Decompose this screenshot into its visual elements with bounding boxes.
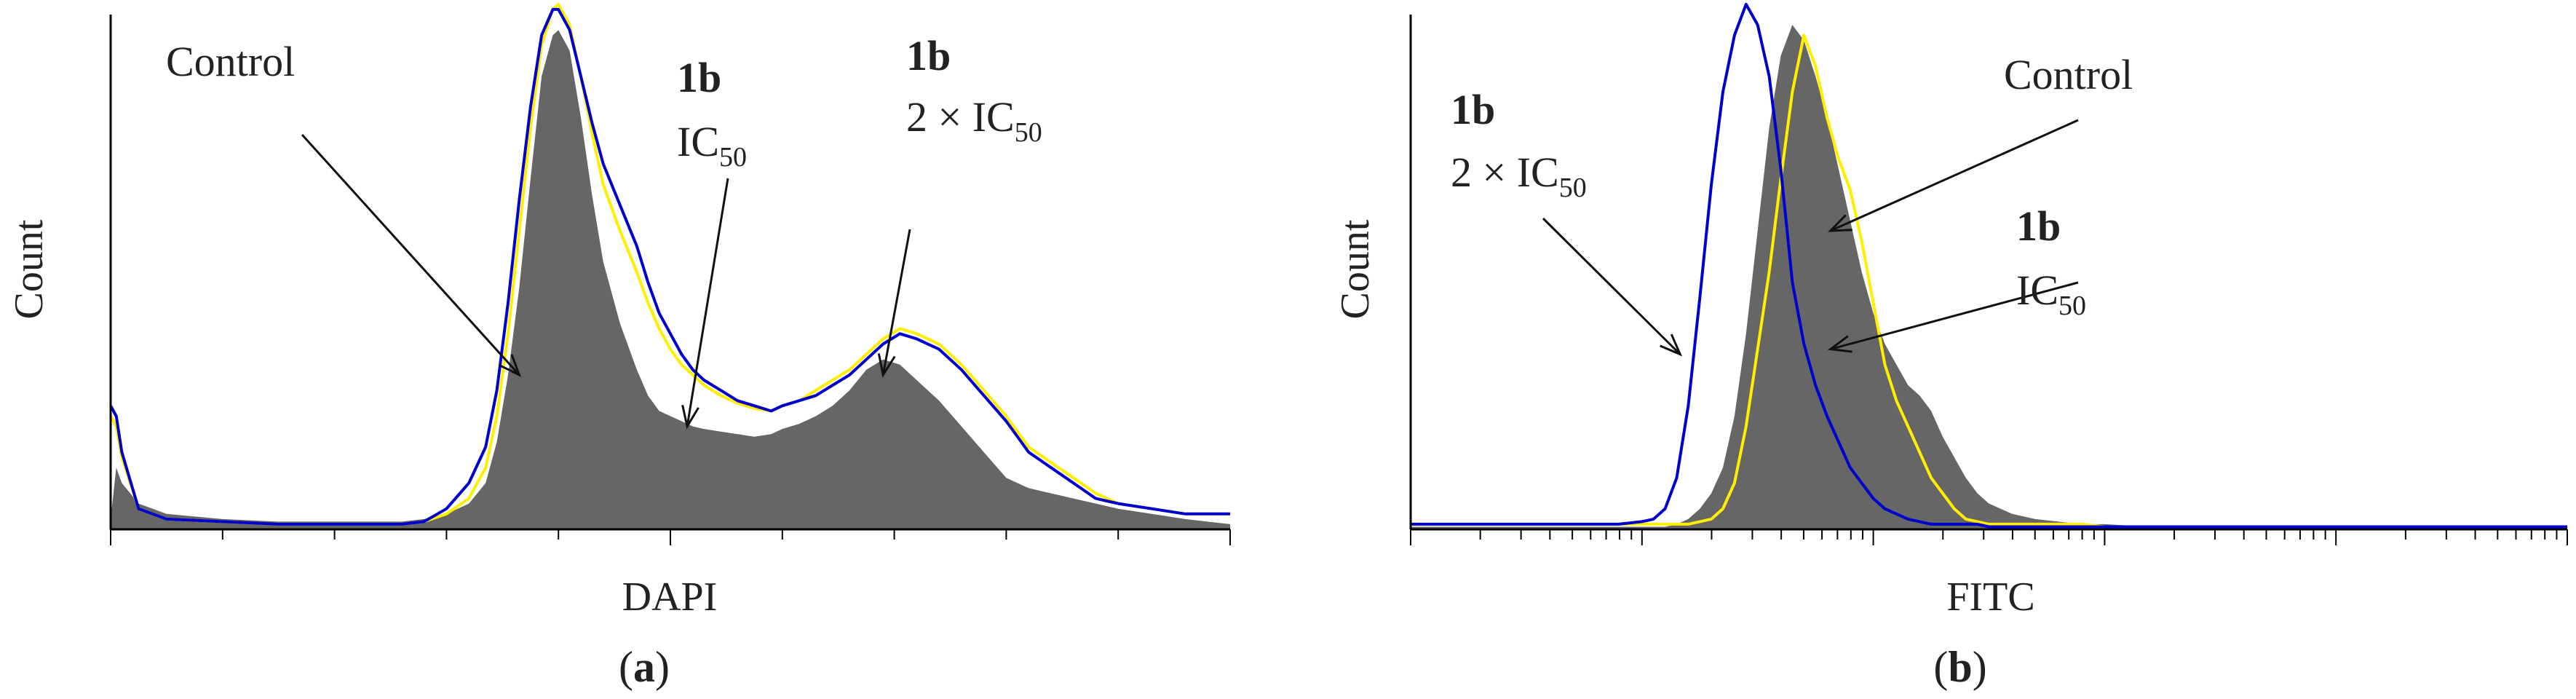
panel-b-annotation-ic50-text: IC bbox=[2016, 266, 2058, 314]
panel-b-ylabel: Count bbox=[1333, 219, 1378, 319]
panel-a-arrow-2-head bbox=[877, 353, 896, 378]
panel-b-annotation-2xic50-bold: 1b bbox=[1451, 86, 1495, 133]
panel-a-annotation-2xic50-sub: 50 bbox=[1015, 117, 1042, 148]
panel-a-series-0-area bbox=[111, 30, 1230, 529]
panel-a-xlabel: DAPI bbox=[622, 574, 718, 620]
panel-b-arrow-0-shaft bbox=[1542, 217, 1681, 355]
panel-a-ylabel: Count bbox=[7, 219, 52, 319]
panel-a-arrow-2-shaft bbox=[881, 229, 911, 376]
panel-b-label: (b) bbox=[1933, 643, 1986, 691]
panel-b-axes bbox=[1409, 15, 2567, 531]
panel-a-annotation-2xic50-text: 2 × IC bbox=[906, 93, 1015, 141]
panel-b-series-2-area bbox=[1411, 25, 2567, 530]
panel-a-annotation-ic50-bold: 1b bbox=[677, 54, 721, 101]
panel-b-series-group bbox=[1411, 2, 2567, 530]
panel-b-xlabel: FITC bbox=[1946, 574, 2034, 620]
panel-a-arrow-0-head bbox=[499, 354, 522, 377]
panel-b-annotation-control: Control bbox=[2004, 51, 2133, 98]
panel-a-annotation-ic50-text: IC bbox=[677, 118, 719, 165]
panel-a-arrows bbox=[301, 133, 911, 430]
panel-a-ticks bbox=[110, 529, 1231, 545]
panel-a-arrow-1-head bbox=[681, 404, 700, 430]
panel-b-series-1-line bbox=[1411, 2, 2567, 529]
panel-b-arrow-1-shaft bbox=[1830, 119, 2079, 232]
panel-a-arrow-1-shaft bbox=[686, 178, 729, 427]
panel-a: Count DAPI (a) Control 1b IC50 1b 2 × IC… bbox=[7, 2, 1231, 691]
panel-b-annotation-ic50-bold: 1b bbox=[2016, 202, 2061, 250]
panel-a-series-group bbox=[109, 2, 1230, 529]
panel-b-annotation-2xic50-sub: 50 bbox=[1559, 173, 1587, 203]
panel-b-annotation-2xic50-text: 2 × IC bbox=[1451, 149, 1559, 196]
panel-b-annotation-ic50-sub: 50 bbox=[2058, 291, 2086, 321]
panel-b-arrow-1-head bbox=[1828, 214, 1852, 232]
panel-b-ticks bbox=[1410, 529, 2568, 545]
panel-b-label-letter: b bbox=[1948, 643, 1972, 691]
panel-b-arrows bbox=[1542, 119, 2079, 357]
panel-b-annotation-2xic50: 2 × IC50 bbox=[1451, 149, 1587, 203]
panel-a-annotation-2xic50-bold: 1b bbox=[906, 32, 951, 79]
panel-a-series-2-line bbox=[109, 7, 1230, 526]
panel-b-arrow-2-head bbox=[1827, 335, 1852, 353]
panel-a-label-letter: a bbox=[633, 643, 655, 691]
panel-b-arrow-0-head bbox=[1660, 333, 1683, 357]
panel-a-annotation-ic50: IC50 bbox=[677, 118, 747, 173]
panel-a-label: (a) bbox=[619, 643, 670, 691]
panel-a-annotation-control: Control bbox=[166, 38, 295, 85]
panel-b-series-0-line bbox=[1411, 33, 2567, 529]
panel-a-annotation-ic50-sub: 50 bbox=[719, 142, 747, 173]
panel-b-annotation-ic50: IC50 bbox=[2016, 266, 2086, 321]
panel-a-arrow-0-shaft bbox=[301, 133, 520, 376]
panel-b: Count FITC (b) 1b 2 × IC50 Control 1b IC… bbox=[1333, 2, 2568, 691]
panel-a-annotation-2xic50: 2 × IC50 bbox=[906, 93, 1042, 148]
panel-b-arrow-2-shaft bbox=[1830, 281, 2079, 350]
